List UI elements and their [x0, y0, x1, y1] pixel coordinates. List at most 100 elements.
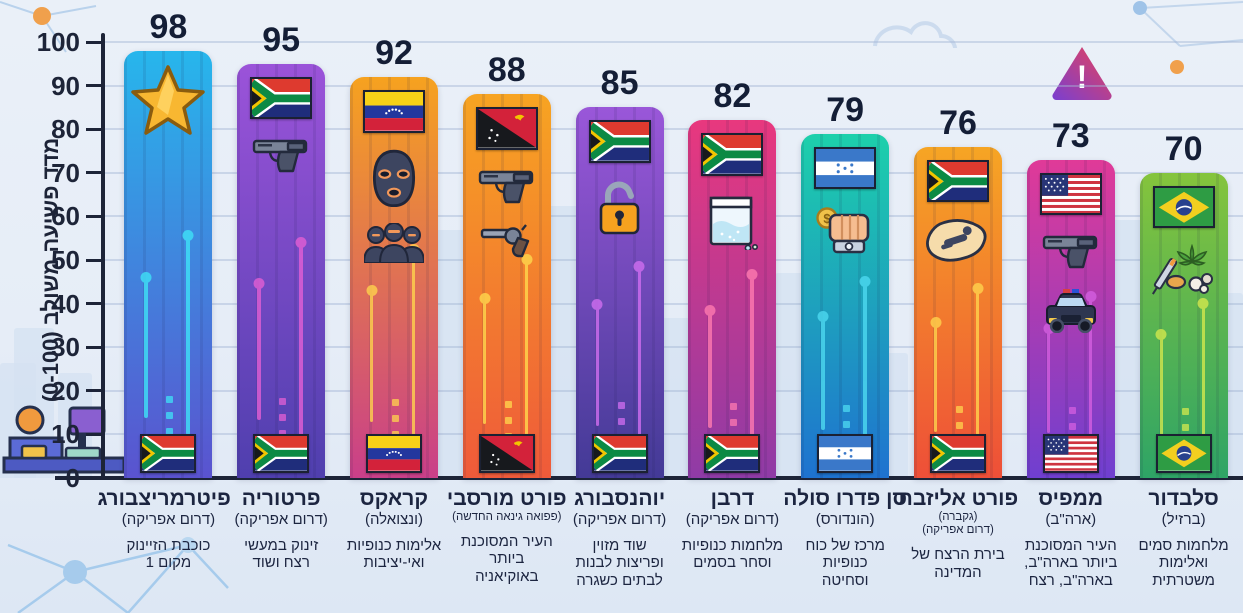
bar-value-label: 98 [149, 7, 188, 46]
y-tick-label-80: 80 [51, 114, 80, 145]
city-name-label: ממפיס [1038, 487, 1104, 510]
y-tick-label-90: 90 [51, 70, 80, 101]
bar-column-8 [913, 146, 1002, 478]
bar-stripe-texture [124, 50, 213, 478]
country-name-label: (דרום אפריקה) [121, 510, 216, 528]
circuit-square-decoration [504, 400, 512, 408]
circuit-line-decoration [253, 278, 265, 421]
bar-content [576, 107, 664, 478]
circuit-dot-decoration [1197, 298, 1209, 310]
bar-labels: ממפיס (ארה"ב) העיר המסוכנת ביותר בארה"ב, ב… [1008, 487, 1133, 590]
network-decoration-bottom-left [7, 537, 229, 613]
pistol-icon [252, 135, 310, 175]
circuit-dot-decoration [1155, 328, 1167, 340]
y-tick-label-30: 30 [51, 332, 80, 363]
bar-value-label: 85 [600, 64, 639, 103]
circuit-dot-decoration [859, 276, 871, 288]
za-flag-icon [139, 434, 197, 473]
city-name-label: פיטרמריצבורג [97, 487, 231, 510]
circuit-square-decoration [1181, 408, 1189, 416]
gridline-100 [98, 41, 1243, 43]
y-tick-label-60: 60 [51, 201, 80, 232]
crime-description-label: אלימות כנופיות ואי-יציבות [346, 536, 442, 572]
bar-value-label: 70 [1164, 129, 1203, 168]
crime-description-label: העיר המסוכנת ביותר בארה"ב, בארה"ב, רצח [1024, 536, 1118, 590]
bar-column-6 [688, 120, 777, 478]
cloud-decoration [873, 21, 958, 48]
country-name-label: (ברזיל) [1161, 510, 1206, 528]
city-name-label: יוהנסבורג [573, 487, 666, 510]
y-axis-title: מדד פשיעה משולב (0-100) [36, 60, 66, 480]
bar-labels: פורט אליזבת (גקברה) (דרום אפריקה) בירת הרצ… [896, 487, 1021, 581]
circuit-dot-decoration [972, 283, 984, 295]
crime-description-label: העיר המסוכנת ביותר באוקיאניה [460, 532, 553, 586]
br-flag-icon [1152, 185, 1215, 229]
crime-description-label: מלחמות כנופיות וסחר בסמים [681, 536, 784, 572]
country-name-label: (ארה"ב) [1045, 510, 1097, 528]
bar-value-label: 76 [939, 103, 977, 142]
circuit-dot-decoration [633, 261, 645, 273]
circuit-line-decoration [182, 229, 194, 436]
bar-content [237, 64, 325, 478]
pg-flag-icon [478, 434, 535, 473]
bar-labels: פרטוריה (דרום אפריקה) זינוק במעשי רצח ושוד [219, 487, 344, 572]
circuit-line-decoration [1155, 328, 1167, 436]
crime-description-label: בירת הרצח של המדינה [911, 545, 1005, 581]
circuit-square-decoration [955, 421, 963, 429]
za-flag-icon [248, 76, 313, 120]
bar-slot-9: 73 ממפיס (ארה"ב) העיר המסוכנת ביותר בארה"ב,… [1014, 0, 1127, 613]
country-name-label: (גקברה) (דרום אפריקה) [922, 510, 994, 536]
y-tick-60 [86, 214, 102, 218]
circuit-square-decoration [955, 405, 963, 413]
circuit-square-decoration [166, 428, 174, 436]
city-name-label: קראקס [359, 487, 429, 510]
gang-icon [362, 222, 425, 265]
crime-description-label: שוד מזוין ופריצות לבנות לבתים כשגרה [575, 536, 664, 590]
circuit-line-decoration [521, 254, 533, 440]
country-name-label: (פפואה גינאה החדשה) [452, 510, 562, 523]
br-flag-icon [1155, 434, 1212, 473]
circuit-square-decoration [391, 414, 399, 422]
circuit-line-decoration [1043, 322, 1055, 434]
bar-labels: דרבן (דרום אפריקה) מלחמות כנופיות וסחר בסמ… [670, 487, 795, 572]
balaclava-icon [370, 149, 418, 208]
gridline-50 [98, 259, 1243, 261]
crime-description-label: זינוק במעשי רצח ושוד [244, 536, 319, 572]
bar-slot-2: 95 פרטוריה (דרום אפריקה) זינוק במעשי רצח וש… [225, 0, 338, 613]
alert-exclamation-text: ! [1077, 59, 1088, 95]
bar-content [688, 120, 776, 478]
drugs-icon [1151, 244, 1216, 296]
gridline-80 [98, 128, 1243, 131]
svg-text:$: $ [824, 211, 832, 226]
network-decoration-top-right [1133, 1, 1243, 74]
circuit-dot-decoration [140, 272, 152, 284]
y-tick-100 [86, 40, 102, 44]
bar-slot-8: 76 פורט אליזבת (גקברה) (דרום אפריקה) בירת ה… [898, 0, 1018, 613]
circuit-dot-decoration [295, 237, 307, 249]
alert-triangle-icon: ! [1052, 47, 1112, 100]
y-axis [101, 33, 105, 480]
bar-slot-6: 82 דרבן (דרום אפריקה) מלחמות כנופיות וסחר ב… [676, 0, 789, 613]
city-name-label: פרטוריה [241, 487, 321, 510]
circuit-dot-decoration [704, 304, 716, 316]
circuit-dot-decoration [479, 292, 491, 304]
bar-labels: יוהנסבורג (דרום אפריקה) שוד מזוין ופריצות … [557, 487, 682, 590]
pistol-icon [478, 166, 536, 206]
bar-value-label: 95 [262, 20, 301, 59]
bar-stripe-texture [349, 76, 438, 478]
city-name-label: פורט מורסבי [446, 487, 567, 510]
bar-value-label: 79 [826, 90, 865, 129]
bar-labels: סן פדרו סולה (הונדורס) מרכז של כוח כנופיות… [783, 487, 908, 590]
y-tick-label-40: 40 [51, 288, 80, 319]
za-flag-icon [251, 434, 310, 473]
circuit-line-decoration [704, 304, 716, 428]
bar-labels: פיטרמריצבורג (דרום אפריקה) כוכבת הזיינוק מ… [97, 487, 231, 572]
circuit-dot-decoration [817, 310, 829, 322]
bar-column-5 [575, 107, 664, 478]
gridline-60 [98, 215, 1243, 218]
bar-stripe-texture [688, 120, 777, 478]
y-axis-title-text: מדד פשיעה משולב (0-100) [38, 137, 63, 403]
network-decoration-top-left [0, 1, 97, 53]
bar-slot-3: 92 קראקס (ונצואלה) אלימות כנופיות ואי-יציבו… [338, 0, 451, 613]
